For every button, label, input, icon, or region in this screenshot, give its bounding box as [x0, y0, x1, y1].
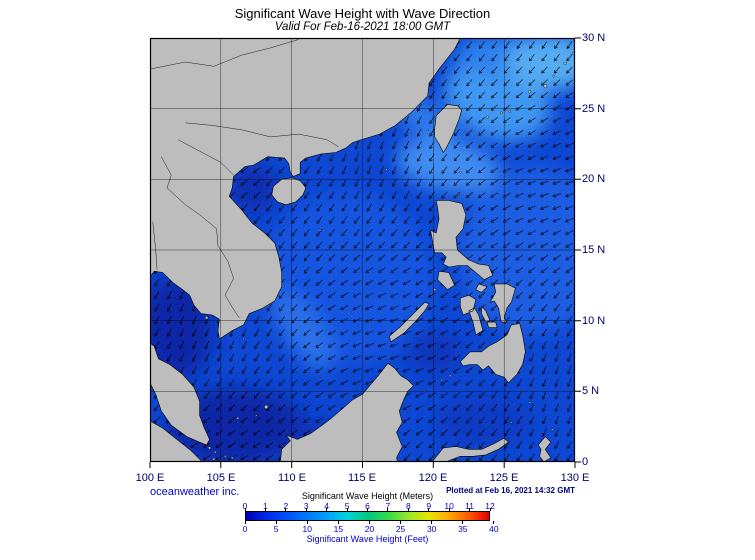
- x-axis-label: 130 E: [560, 472, 590, 484]
- legend-colorbar: [245, 511, 490, 521]
- legend-feet-tick: 0: [242, 524, 248, 534]
- legend-tick-mark: [367, 508, 368, 511]
- x-axis-label: 100 E: [135, 472, 165, 484]
- y-axis-label: 10 N: [582, 315, 606, 327]
- legend-tick-mark: [400, 521, 402, 524]
- legend-tick-mark: [326, 508, 328, 511]
- legend-tick-mark: [264, 508, 266, 511]
- legend-tick-mark: [431, 521, 433, 524]
- legend-meter-tick: 9: [426, 501, 432, 511]
- legend-feet-tick: 40: [489, 524, 499, 534]
- legend-tick-mark: [306, 521, 308, 524]
- rivers: [150, 39, 339, 318]
- legend-meter-tick: 6: [365, 501, 370, 511]
- legend-feet-label: Significant Wave Height (Feet): [306, 534, 429, 544]
- y-axis-label: 5 N: [582, 385, 600, 397]
- map-frame: [149, 37, 576, 463]
- map-container: [149, 37, 595, 476]
- legend-tick-mark: [337, 521, 339, 524]
- plotted-timestamp: Plotted at Feb 16, 2021 14:32 GMT: [446, 486, 575, 495]
- legend-tick-mark: [368, 521, 370, 524]
- legend-feet-tick: 25: [395, 524, 406, 534]
- legend-tick-mark: [493, 521, 495, 524]
- legend-tick-mark: [244, 521, 246, 524]
- land-layer: [150, 38, 552, 462]
- legend-tick-mark: [428, 508, 430, 511]
- grid-lines: [150, 38, 575, 462]
- legend-meter-ticks: 0 1 2 3 4 5 6 7 8 9 10 11 12: [242, 501, 495, 511]
- legend-feet-tick: 20: [364, 524, 375, 534]
- legend-meter-tick: 7: [385, 501, 391, 511]
- x-axis-label: 110 E: [278, 472, 306, 484]
- legend-tick-mark: [244, 508, 246, 511]
- legend-tick-mark: [448, 508, 450, 511]
- legend-feet-tick: 30: [426, 524, 437, 534]
- y-axis-label: 15 N: [582, 244, 606, 256]
- legend-meter-tick: 1: [263, 501, 268, 511]
- legend-meter-tick: 11: [465, 501, 474, 511]
- legend-feet-tick: 5: [273, 524, 279, 534]
- legend-tick-mark: [346, 508, 348, 511]
- legend-tick-mark: [489, 508, 491, 511]
- legend-meter-tick: 0: [242, 501, 248, 511]
- legend-feet-tick: 35: [458, 524, 468, 534]
- y-axis-label: 0: [582, 456, 589, 468]
- legend-tick-mark: [387, 508, 389, 511]
- plot-subtitle: Valid For Feb-16-2021 18:00 GMT: [274, 21, 451, 33]
- x-axis-label: 105 E: [206, 472, 236, 484]
- legend-feet-tick: 10: [302, 524, 312, 534]
- legend-meter-tick: 2: [283, 501, 289, 511]
- legend-meter-tick: 3: [303, 501, 309, 511]
- y-axis-label: 30 N: [582, 32, 606, 44]
- legend-tick-mark: [305, 508, 307, 511]
- credit-text: oceanweather inc.: [150, 486, 240, 498]
- x-axis-label: 120 E: [418, 472, 448, 484]
- y-axis-label: 25 N: [582, 103, 606, 115]
- legend-meter-tick: 10: [444, 501, 454, 511]
- legend-meter-tick: 5: [344, 501, 350, 511]
- legend-tick-mark: [407, 508, 409, 511]
- x-axis-label: 115 E: [348, 472, 376, 484]
- x-axis-label: 125 E: [489, 472, 519, 484]
- legend-feet-tick: 15: [333, 524, 344, 534]
- y-axis-label: 20 N: [582, 173, 606, 185]
- legend-tick-mark: [462, 521, 464, 524]
- legend-tick-mark: [469, 508, 471, 511]
- wave-map: [149, 37, 581, 468]
- legend-meters-label: Significant Wave Height (Meters): [301, 491, 434, 501]
- plot-title: Significant Wave Height with Wave Direct…: [234, 6, 491, 21]
- legend-meter-tick: 12: [485, 501, 495, 511]
- legend-tick-mark: [285, 508, 287, 511]
- legend-meter-tick: 4: [324, 501, 330, 511]
- legend-feet-ticks: 0 5 10 15 20 25 30 35 40: [242, 524, 499, 534]
- axis-ticks: [149, 37, 581, 468]
- legend-tick-mark: [275, 521, 277, 524]
- legend-meter-tick: 8: [405, 501, 411, 511]
